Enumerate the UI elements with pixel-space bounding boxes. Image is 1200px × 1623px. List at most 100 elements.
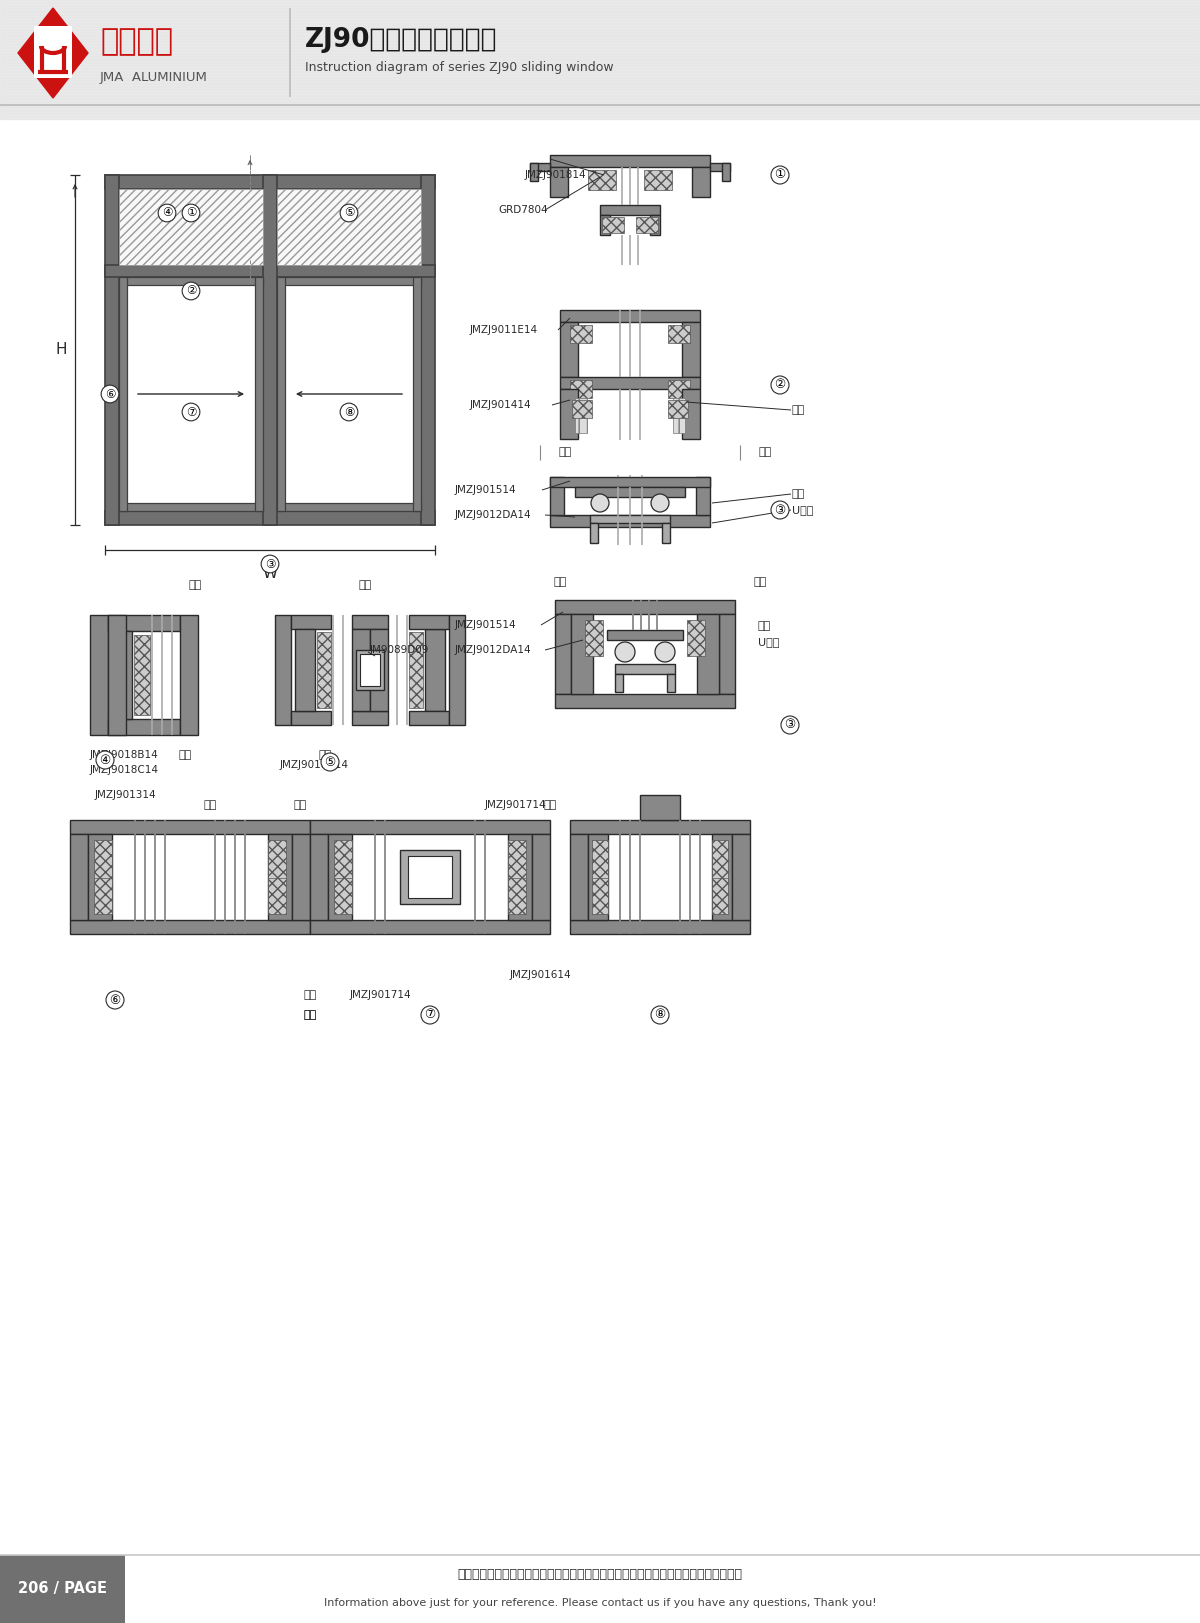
- Bar: [592, 878, 608, 914]
- Bar: [530, 162, 550, 170]
- Bar: [586, 620, 604, 656]
- Bar: [570, 380, 592, 398]
- Bar: [0, 110, 1200, 114]
- Text: 室外: 室外: [179, 750, 192, 760]
- Bar: [575, 398, 587, 433]
- Bar: [0, 60, 1200, 62]
- Bar: [712, 834, 732, 920]
- Text: 滑轮: 滑轮: [792, 489, 805, 498]
- Bar: [571, 613, 593, 695]
- Text: JMZJ901514: JMZJ901514: [455, 620, 517, 630]
- Bar: [600, 214, 610, 235]
- Text: JMZJ901814: JMZJ901814: [526, 170, 587, 180]
- Bar: [310, 820, 550, 834]
- Bar: [0, 70, 1200, 71]
- Bar: [119, 278, 263, 286]
- Bar: [697, 613, 719, 695]
- Text: GRD7804: GRD7804: [498, 204, 547, 214]
- Bar: [310, 920, 550, 933]
- Bar: [0, 3, 1200, 5]
- Bar: [650, 214, 660, 235]
- Bar: [408, 855, 452, 898]
- Text: JMZJ901714: JMZJ901714: [485, 800, 547, 810]
- Text: ③: ③: [785, 719, 796, 732]
- Text: ②: ②: [186, 284, 197, 297]
- Bar: [106, 511, 436, 524]
- Text: ⑧: ⑧: [654, 1008, 666, 1021]
- Circle shape: [655, 643, 674, 662]
- Bar: [277, 278, 286, 511]
- Bar: [106, 265, 436, 278]
- Bar: [119, 278, 127, 511]
- Text: ③: ③: [265, 557, 275, 571]
- Bar: [0, 10, 1200, 11]
- Bar: [70, 920, 310, 933]
- Bar: [400, 850, 460, 904]
- Bar: [106, 175, 119, 524]
- Bar: [560, 310, 700, 321]
- Circle shape: [616, 643, 635, 662]
- Text: JMZJ9018C14: JMZJ9018C14: [280, 760, 349, 769]
- Bar: [310, 834, 328, 920]
- Text: 室内: 室内: [553, 578, 566, 588]
- Text: 毛条: 毛条: [792, 406, 805, 415]
- Bar: [0, 93, 1200, 96]
- Bar: [0, 89, 1200, 93]
- Bar: [0, 0, 1200, 105]
- Bar: [0, 39, 1200, 41]
- Bar: [575, 487, 685, 497]
- Bar: [0, 109, 1200, 110]
- Bar: [696, 477, 710, 514]
- Bar: [268, 878, 286, 914]
- Bar: [180, 615, 198, 735]
- Text: Information above just for your reference. Please contact us if you have any que: Information above just for your referenc…: [324, 1599, 876, 1608]
- Bar: [334, 841, 352, 881]
- Text: 206 / PAGE: 206 / PAGE: [18, 1581, 107, 1597]
- Text: JMZJ9012DA14: JMZJ9012DA14: [455, 510, 532, 519]
- Bar: [256, 278, 263, 511]
- Bar: [0, 15, 1200, 18]
- Bar: [550, 477, 564, 514]
- Text: ⑥: ⑥: [104, 388, 115, 401]
- Bar: [70, 820, 310, 834]
- Bar: [0, 57, 1200, 58]
- Bar: [356, 649, 384, 690]
- Bar: [550, 167, 568, 196]
- Bar: [70, 834, 88, 920]
- Bar: [292, 711, 331, 725]
- Bar: [0, 18, 1200, 19]
- Bar: [0, 78, 1200, 80]
- Bar: [710, 162, 730, 170]
- Text: ZJ90系列推拉窗结构图: ZJ90系列推拉窗结构图: [305, 28, 498, 54]
- Bar: [554, 695, 734, 708]
- Bar: [0, 45, 1200, 47]
- Bar: [352, 630, 370, 711]
- Bar: [0, 11, 1200, 15]
- Bar: [550, 477, 710, 487]
- Text: JMZJ901414: JMZJ901414: [470, 399, 532, 411]
- Bar: [88, 834, 112, 920]
- Bar: [106, 175, 436, 188]
- Bar: [570, 920, 750, 933]
- Bar: [108, 719, 180, 735]
- Bar: [682, 390, 700, 438]
- Bar: [0, 67, 1200, 68]
- Bar: [119, 503, 263, 511]
- Bar: [0, 117, 1200, 118]
- Bar: [722, 162, 730, 182]
- Bar: [667, 674, 674, 691]
- Text: 坚美铝业: 坚美铝业: [100, 28, 173, 57]
- Bar: [449, 615, 466, 725]
- Bar: [673, 398, 685, 433]
- Bar: [413, 278, 421, 511]
- Text: 室内: 室内: [188, 579, 202, 591]
- Bar: [508, 841, 526, 881]
- Text: JM9089D09: JM9089D09: [370, 644, 430, 656]
- Bar: [532, 834, 550, 920]
- Bar: [108, 615, 126, 735]
- Bar: [263, 175, 277, 524]
- Bar: [0, 50, 1200, 54]
- Text: ④: ④: [162, 206, 173, 219]
- Text: 室内: 室内: [203, 800, 217, 810]
- Text: 室外: 室外: [758, 446, 772, 458]
